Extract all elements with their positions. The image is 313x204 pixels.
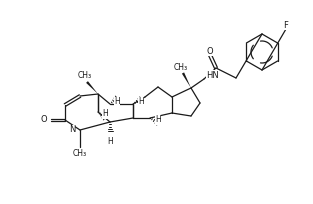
Text: H: H [107,136,113,145]
Text: CH₃: CH₃ [73,150,87,159]
Text: CH₃: CH₃ [174,62,188,71]
Polygon shape [182,72,191,88]
Text: H: H [114,98,120,106]
Polygon shape [86,81,98,94]
Text: H: H [102,110,108,119]
Text: O: O [40,115,47,124]
Text: N: N [69,125,75,134]
Text: CH₃: CH₃ [78,71,92,81]
Text: F: F [284,20,289,30]
Text: H: H [155,115,161,124]
Text: HN: HN [206,71,219,80]
Text: O: O [207,47,213,55]
Text: H: H [138,98,144,106]
